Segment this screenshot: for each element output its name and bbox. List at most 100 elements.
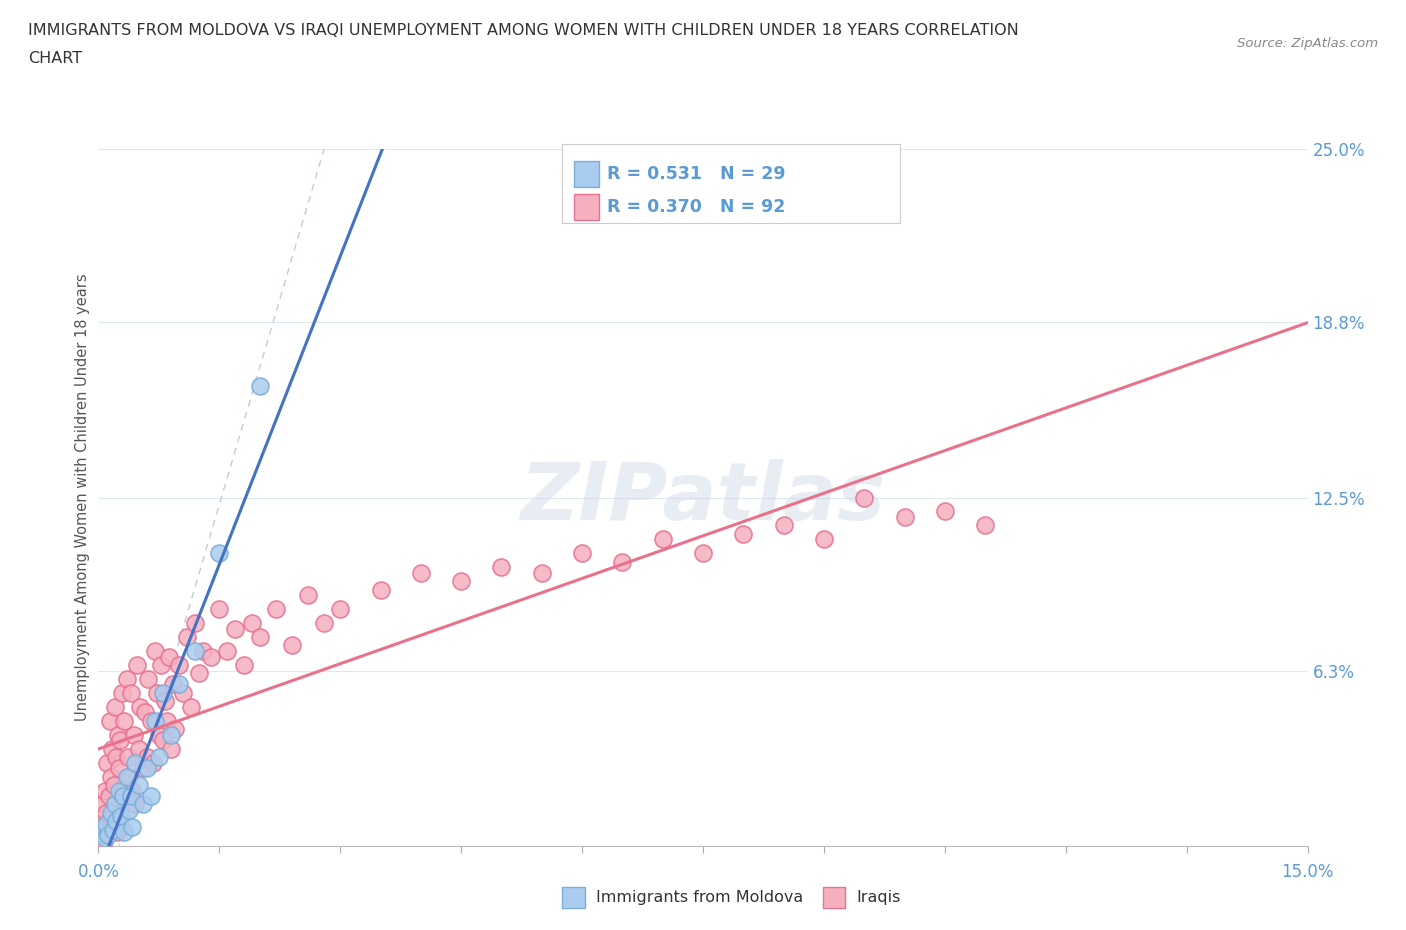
Point: [491, 560, 513, 575]
Point: [97, 828, 120, 843]
Point: [200, 649, 222, 664]
Point: [152, 685, 174, 700]
Point: [128, 741, 150, 756]
Point: [97, 789, 120, 804]
Point: [105, 750, 128, 764]
Point: [112, 713, 135, 728]
Point: [128, 777, 150, 792]
Point: [124, 755, 146, 770]
Point: [450, 574, 472, 589]
Point: [111, 685, 134, 700]
Point: [176, 630, 198, 644]
Point: [772, 518, 794, 533]
Point: [974, 518, 997, 533]
Point: [120, 685, 142, 700]
Point: [142, 755, 165, 770]
Point: [249, 379, 271, 393]
Point: [101, 741, 124, 756]
Point: [329, 602, 352, 617]
Point: [104, 797, 127, 812]
Point: [89, 830, 111, 845]
Point: [121, 783, 143, 798]
Point: [160, 727, 183, 742]
Point: [121, 819, 143, 834]
Point: [100, 805, 122, 820]
Point: [224, 621, 246, 636]
Text: IMMIGRANTS FROM MOLDOVA VS IRAQI UNEMPLOYMENT AMONG WOMEN WITH CHILDREN UNDER 18: IMMIGRANTS FROM MOLDOVA VS IRAQI UNEMPLO…: [28, 23, 1019, 38]
Point: [135, 750, 157, 764]
Point: [117, 750, 139, 764]
Point: [152, 733, 174, 748]
Point: [107, 727, 129, 742]
Point: [107, 761, 129, 776]
Text: R = 0.531   N = 29: R = 0.531 N = 29: [607, 166, 786, 183]
Point: [107, 783, 129, 798]
Point: [155, 694, 177, 709]
Point: [94, 817, 117, 831]
Point: [853, 490, 876, 505]
Point: [129, 699, 152, 714]
Point: [651, 532, 673, 547]
Point: [193, 644, 215, 658]
Point: [893, 510, 915, 525]
Point: [314, 616, 336, 631]
Point: [184, 644, 207, 658]
Point: [134, 705, 156, 720]
Point: [93, 833, 115, 848]
Point: [184, 616, 207, 631]
Point: [115, 769, 138, 784]
Text: ZIPatlas: ZIPatlas: [520, 458, 886, 537]
Point: [733, 526, 755, 541]
Point: [103, 777, 125, 792]
Point: [612, 554, 634, 569]
Text: CHART: CHART: [28, 51, 82, 66]
Point: [112, 825, 135, 840]
Point: [124, 797, 146, 812]
Text: 15.0%: 15.0%: [1281, 863, 1334, 881]
Point: [217, 644, 239, 658]
Point: [91, 825, 114, 840]
Point: [101, 817, 124, 831]
Point: [105, 825, 128, 840]
Text: Source: ZipAtlas.com: Source: ZipAtlas.com: [1237, 37, 1378, 50]
Point: [180, 699, 202, 714]
Point: [111, 783, 134, 798]
Point: [115, 671, 138, 686]
Point: [530, 565, 553, 580]
Point: [813, 532, 835, 547]
Point: [156, 713, 179, 728]
Point: [94, 783, 117, 798]
Point: [370, 582, 392, 597]
Text: Iraqis: Iraqis: [856, 890, 901, 905]
Point: [96, 817, 118, 831]
Point: [100, 811, 122, 826]
Point: [240, 616, 263, 631]
Point: [162, 677, 184, 692]
Point: [100, 769, 122, 784]
Point: [409, 565, 432, 580]
Point: [143, 713, 166, 728]
Point: [208, 602, 231, 617]
Point: [103, 797, 125, 812]
Point: [232, 658, 254, 672]
Point: [692, 546, 714, 561]
Y-axis label: Unemployment Among Women with Children Under 18 years: Unemployment Among Women with Children U…: [75, 273, 90, 722]
Point: [281, 638, 304, 653]
Point: [118, 769, 141, 784]
Point: [167, 658, 190, 672]
Point: [297, 588, 319, 603]
Point: [91, 797, 114, 812]
Point: [143, 644, 166, 658]
Point: [127, 658, 149, 672]
Point: [148, 750, 170, 764]
Point: [138, 671, 160, 686]
Point: [167, 677, 190, 692]
Point: [150, 658, 173, 672]
Point: [163, 722, 186, 737]
Point: [132, 797, 155, 812]
Point: [108, 805, 131, 820]
Point: [91, 825, 114, 840]
Point: [97, 825, 120, 840]
Point: [111, 789, 134, 804]
Point: [114, 789, 136, 804]
